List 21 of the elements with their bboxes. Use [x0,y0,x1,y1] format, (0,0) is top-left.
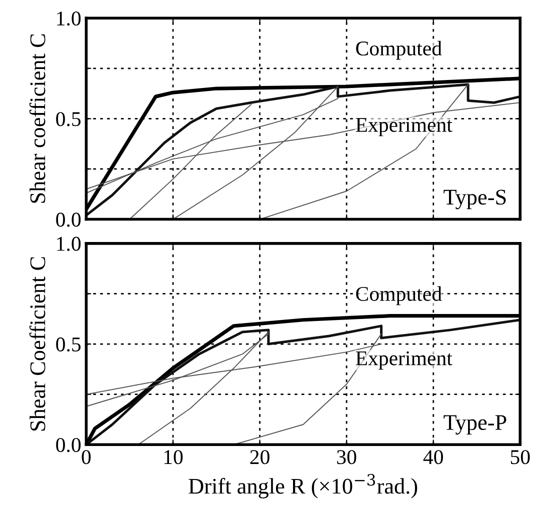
annotation: Computed [356,286,442,306]
x-tick-label: 10 [164,450,183,464]
y-tick-label: 0.0 [56,438,81,452]
y-tick-label: 0.5 [56,112,81,126]
annotation: Type-S [444,190,506,210]
x-tick-label: 0 [82,450,91,464]
annotation: Experiment [356,351,452,370]
y-tick-label: 1.0 [57,11,81,26]
x-tick-label: 40 [423,450,443,464]
y-tick-label: 1.0 [57,236,81,251]
annotation: Type-P [444,415,506,435]
x-tick-label: 50 [510,450,530,464]
x-tick-label: 30 [337,450,356,464]
x-tick-label: 20 [250,450,270,464]
y-tick-label: 0.5 [56,337,81,352]
y-tick-label: 0.0 [56,212,81,227]
y-axis-title: Shear coefficient C [29,34,46,203]
annotation: Experiment [356,118,452,136]
x-axis-title: Drift angle R (×10$^{−3}$rad.) [188,474,418,498]
y-axis-title: Shear Coefficient C [29,257,46,431]
annotation: Computed [356,40,442,60]
